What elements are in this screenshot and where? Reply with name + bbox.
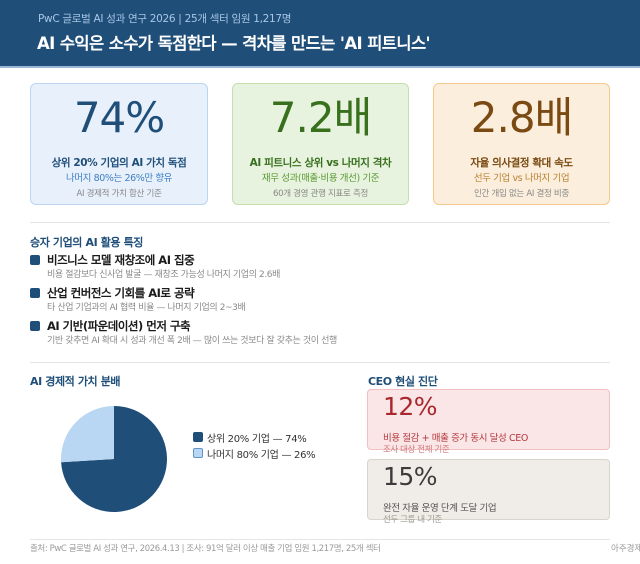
feature-title: 산업 컨버전스 기회를 AI로 공략 [47,286,195,300]
square-bullet-icon [30,255,40,265]
feature-desc: 기반 갖추면 AI 확대 시 성과 개선 폭 2배 — 많이 쓰는 것보다 잘 … [47,336,337,346]
stat-sublabel: 선두 기업 vs 나머지 기업 [473,173,570,184]
ceo-stat-desc: 완전 자율 운영 단계 도달 기업 [383,503,497,514]
ceo-stat-note: 선두 그룹 내 기준 [383,515,442,525]
square-bullet-icon [30,288,40,298]
page-title: AI 수익은 소수가 독점한다 — 격차를 만드는 'AI 피트니스' [37,34,431,53]
ceo-stat-desc: 비용 절감 + 매출 증가 동시 달성 CEO [383,433,528,444]
stat-note: AI 경제적 가치 합산 기준 [76,189,162,199]
stat-card-fitness-gap: 7.2배 AI 피트니스 상위 vs 나머지 격차 재무 성과(매출·비용 개선… [232,83,409,205]
stat-value: 7.2배 [269,93,372,142]
feature-desc: 비용 절감보다 신사업 발굴 — 재창조 가능성 나머지 기업의 2.6배 [47,270,280,280]
stat-sublabel: 재무 성과(매출·비용 개선) 기준 [261,173,380,184]
footer-source: 출처: PwC 글로벌 AI 성과 연구, 2026.4.13 | 조사: 91… [30,544,381,554]
stat-sublabel: 나머지 80%는 26%만 향유 [65,173,173,184]
legend-item-top20: 상위 20% 기업 — 74% [193,429,315,445]
distribution-title: AI 경제적 가치 분배 [30,375,121,388]
stat-label: 자율 의사결정 확대 속도 [470,157,573,169]
features-title: 승자 기업의 AI 활용 특징 [30,236,144,249]
pie-legend: 상위 20% 기업 — 74% 나머지 80% 기업 — 26% [193,429,316,461]
legend-label: 상위 20% 기업 — 74% [207,433,307,445]
ceo-stat-value: 15% [383,462,438,491]
legend-item-rest80: 나머지 80% 기업 — 26% [193,445,316,461]
stat-label: 상위 20% 기업의 AI 가치 독점 [51,157,187,169]
stat-value: 2.8배 [470,93,573,142]
stat-value: 74% [73,93,165,142]
divider [30,539,610,540]
ceo-stat-box: 12% 비용 절감 + 매출 증가 동시 달성 CEO 조사 대상 전체 기준 [367,389,610,455]
pie-chart [61,406,167,512]
footer-brand: 아주경제 [611,544,640,554]
square-bullet-icon [30,321,40,331]
legend-label: 나머지 80% 기업 — 26% [207,449,316,461]
stat-note: 인간 개입 없는 AI 결정 비중 [474,189,569,199]
ceo-stat-box: 15% 완전 자율 운영 단계 도달 기업 선두 그룹 내 기준 [367,459,610,525]
divider [30,222,610,223]
ceo-stat-value: 12% [383,392,438,421]
legend-swatch-icon [193,432,203,442]
ceo-title: CEO 현실 진단 [368,375,438,388]
stat-card-autonomy-speed: 2.8배 자율 의사결정 확대 속도 선두 기업 vs 나머지 기업 인간 개입… [433,83,610,205]
stat-note: 60개 경영 관행 지표로 측정 [272,189,369,199]
divider [30,362,610,363]
feature-title: 비즈니스 모델 재창조에 AI 집중 [47,253,195,267]
header-kicker: PwC 글로벌 AI 성과 연구 2026 | 25개 섹터 임원 1,217명 [38,13,292,25]
feature-title: AI 기반(파운데이션) 먼저 구축 [47,319,191,333]
header-banner: PwC 글로벌 AI 성과 연구 2026 | 25개 섹터 임원 1,217명… [0,0,640,68]
pie-slice-top20 [61,406,167,512]
ceo-stat-note: 조사 대상 전체 기준 [383,445,450,455]
stat-card-value-share: 74% 상위 20% 기업의 AI 가치 독점 나머지 80%는 26%만 향유… [30,83,208,205]
feature-desc: 타 산업 기업과의 AI 협력 비율 — 나머지 기업의 2~3배 [47,303,246,313]
pie-slice-rest80 [61,406,114,463]
legend-swatch-icon [193,448,203,458]
stat-label: AI 피트니스 상위 vs 나머지 격차 [249,157,392,169]
